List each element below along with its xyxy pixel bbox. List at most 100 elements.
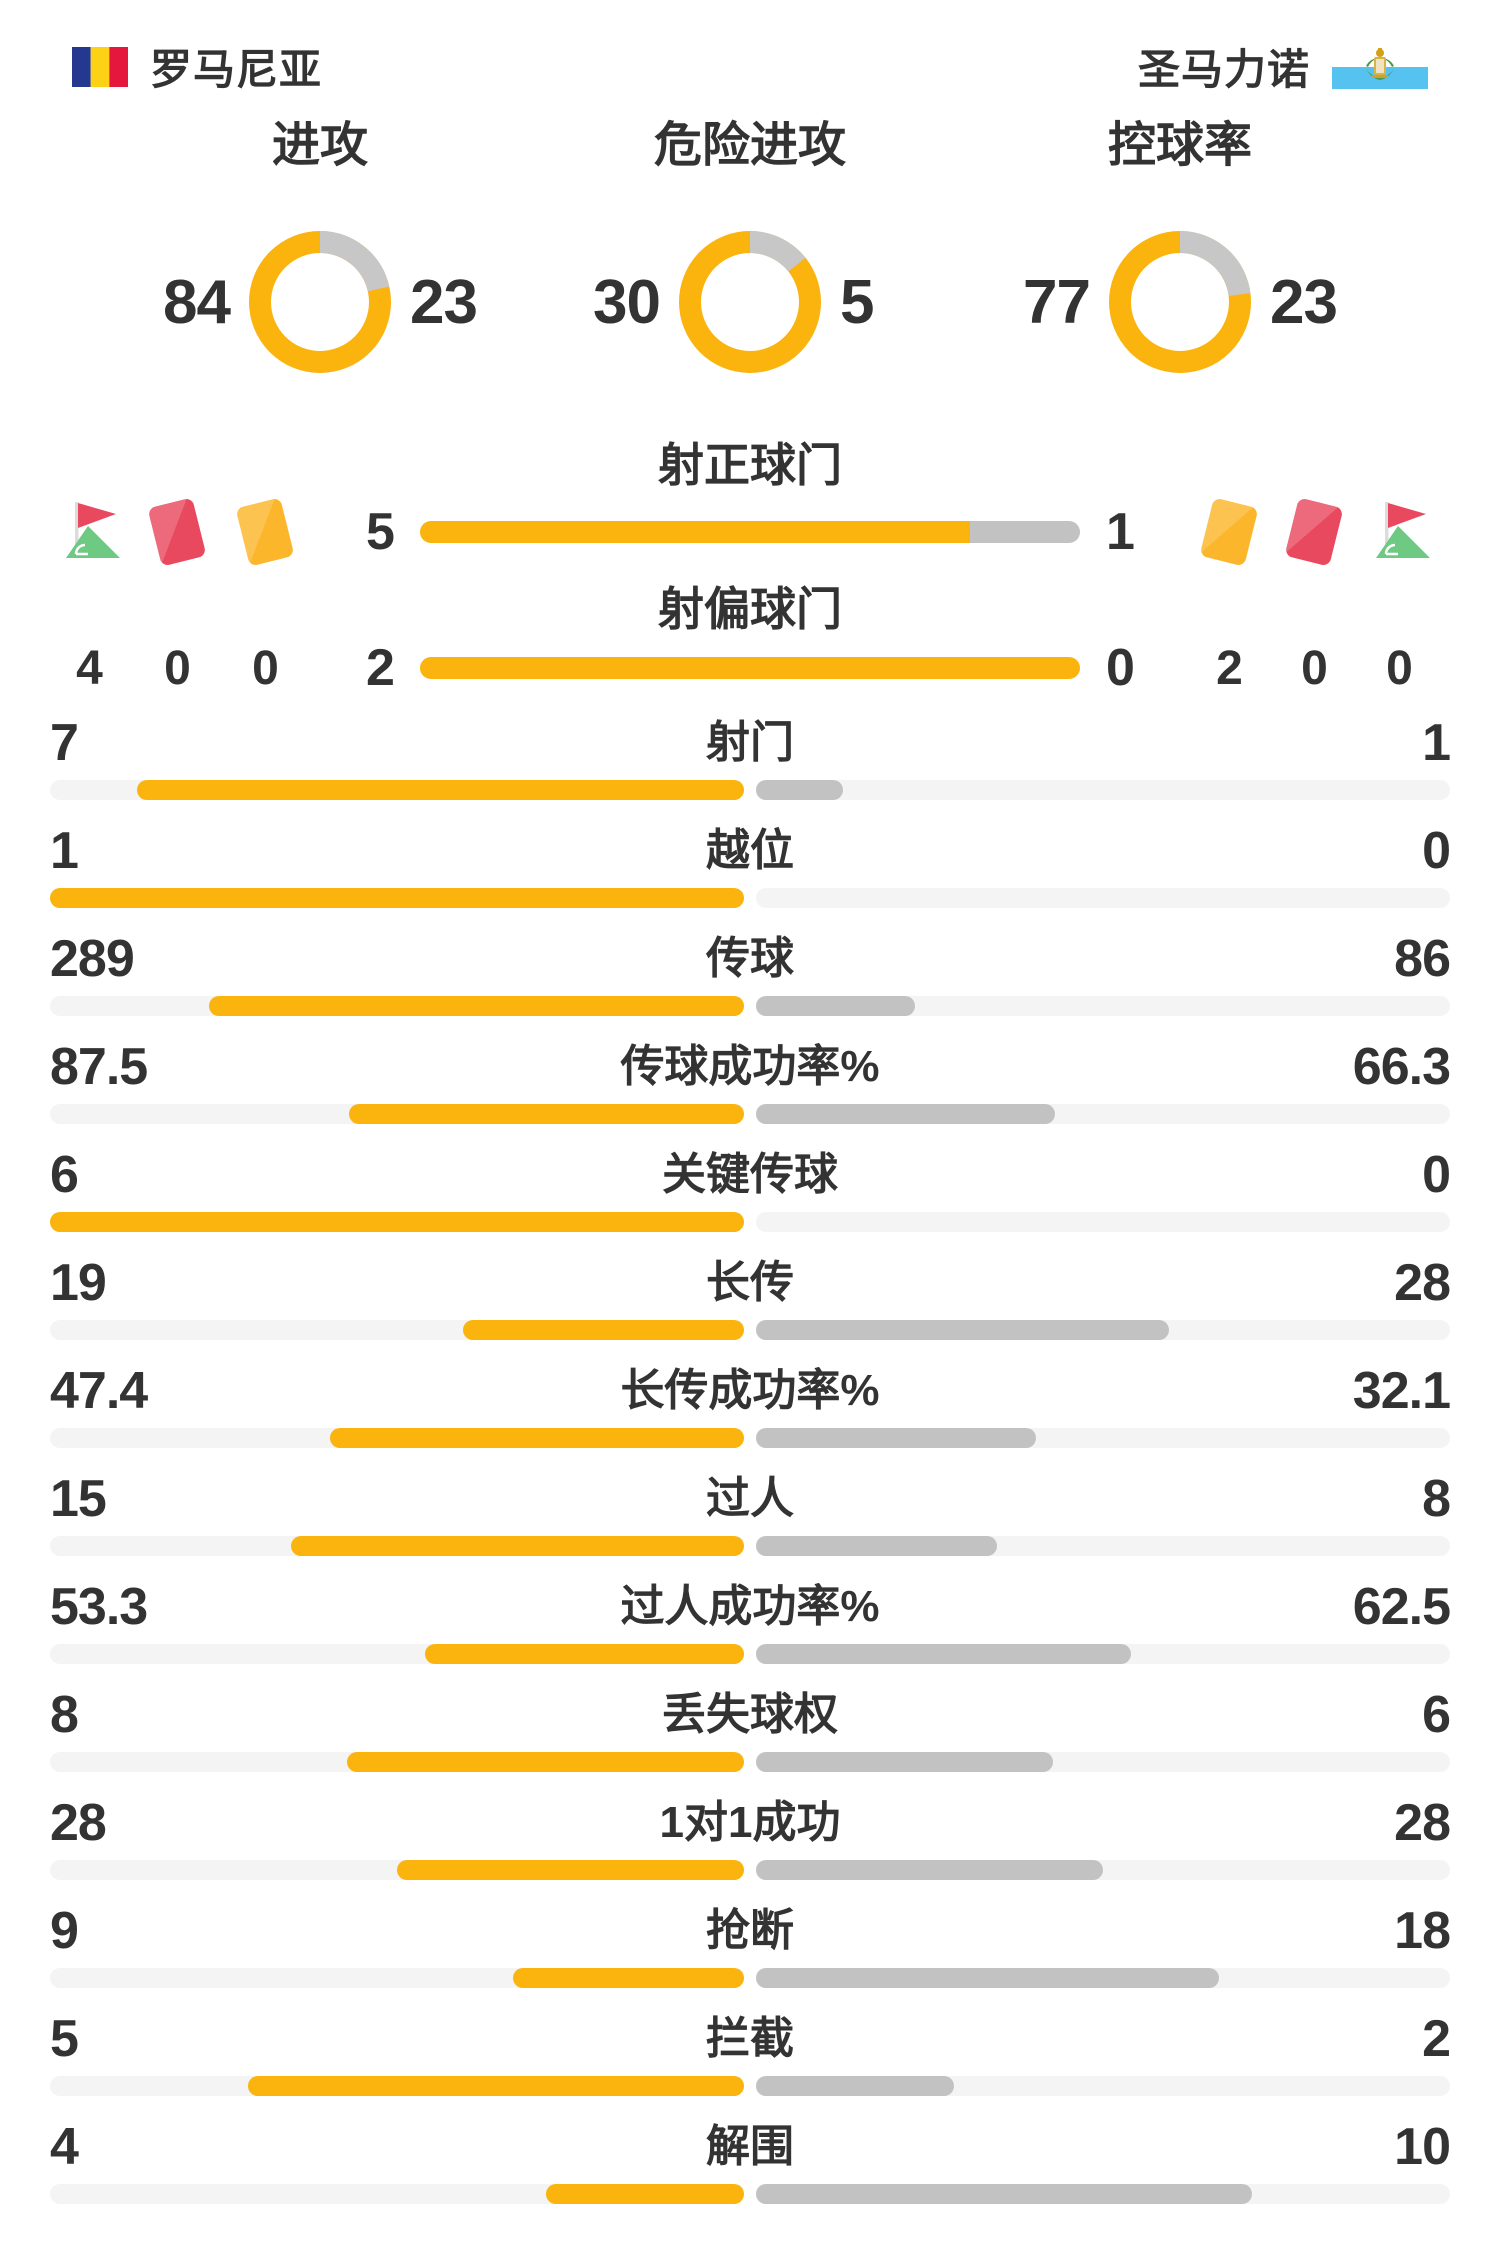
away-track-half (756, 888, 1450, 908)
stat-away-value: 62.5 (1352, 1578, 1451, 1636)
home-track-half (50, 1968, 744, 1988)
yellow-card-icon (1198, 497, 1260, 567)
away-bar-fill (756, 1536, 998, 1556)
stat-away-value: 28 (1394, 1254, 1451, 1312)
home-track-half (50, 780, 744, 800)
stat-label: 过人成功率% (620, 1582, 880, 1631)
donut-label: 危险进攻 (653, 119, 846, 172)
home-bar-fill (330, 1428, 744, 1448)
donut-home-value: 30 (593, 267, 661, 337)
home-bar-fill (463, 1320, 744, 1340)
away-track-half (756, 1104, 1450, 1124)
stat-line: 47.4 长传成功率% 32.1 (50, 1360, 1451, 1422)
shots-section: 射正球门 5 1 (0, 436, 1500, 697)
stat-label: 拦截 (706, 2014, 794, 2063)
stat-home-value: 6 (50, 1146, 79, 1204)
stat-home-value: 53.3 (50, 1578, 148, 1636)
stat-bar-track (50, 1320, 1450, 1340)
donut-chart: 危险进攻 30 5 (535, 118, 965, 376)
away-bar-fill (756, 2076, 955, 2096)
away-track-half (756, 1860, 1450, 1880)
stat-row: 1 越位 0 (50, 820, 1451, 928)
home-bar-fill (50, 888, 744, 908)
stat-label: 传球成功率% (620, 1042, 880, 1091)
stat-home-value: 87.5 (50, 1038, 148, 1096)
home-bar-fill (512, 1968, 744, 1988)
away-bar-fill (756, 1320, 1170, 1340)
stat-bar-track (50, 1644, 1450, 1664)
stat-row: 28 1对1成功 28 (50, 1792, 1451, 1900)
stat-bar-track (50, 888, 1450, 908)
stat-row: 4 解围 10 (50, 2116, 1451, 2224)
away-track-half (756, 1536, 1450, 1556)
stat-away-value: 18 (1394, 1902, 1451, 1960)
donut-ring (249, 231, 391, 373)
away-corners-count: 0 (1386, 641, 1413, 695)
away-track-half (756, 780, 1450, 800)
home-bar-fill (209, 996, 744, 1016)
home-bar-fill (424, 1644, 744, 1664)
stat-bar-track (50, 1752, 1450, 1772)
away-bar-fill (756, 1968, 1219, 1988)
home-bar-fill (291, 1536, 744, 1556)
stat-away-value: 32.1 (1352, 1362, 1451, 1420)
stat-line: 5 拦截 2 (50, 2008, 1451, 2070)
away-discipline-counts: 2 0 0 (1160, 641, 1450, 696)
away-team: 圣马力诺 (1138, 36, 1428, 97)
home-discipline-counts: 4 0 0 (50, 641, 340, 696)
stat-away-value: 1 (1422, 714, 1451, 772)
stat-away-value: 8 (1422, 1470, 1451, 1528)
home-bar-segment (420, 521, 970, 543)
san-marino-flag-icon (1332, 44, 1428, 89)
stat-row: 5 拦截 2 (50, 2008, 1451, 2116)
shots-on-target-away-value: 1 (1106, 503, 1135, 561)
stat-away-value: 2 (1422, 2010, 1451, 2068)
stat-line: 53.3 过人成功率% 62.5 (50, 1576, 1451, 1638)
away-track-half (756, 1320, 1450, 1340)
donut-ring (1109, 231, 1251, 373)
home-track-half (50, 1536, 744, 1556)
donut-away-value: 23 (1270, 267, 1338, 337)
stat-line: 1 越位 0 (50, 820, 1451, 882)
shots-off-target-row: 4 0 0 2 0 2 0 0 (50, 638, 1450, 697)
donut-values-row: 84 23 (144, 228, 496, 376)
home-track-half (50, 2076, 744, 2096)
home-bar-fill (50, 1212, 744, 1232)
away-discipline-icons (1160, 497, 1450, 567)
stat-row: 6 关键传球 0 (50, 1144, 1451, 1252)
stat-row: 47.4 长传成功率% 32.1 (50, 1360, 1451, 1468)
stat-line: 9 抢断 18 (50, 1900, 1451, 1962)
stat-label: 1对1成功 (659, 1798, 841, 1847)
stat-away-value: 66.3 (1352, 1038, 1451, 1096)
stat-away-value: 0 (1422, 1146, 1451, 1204)
stat-label: 射门 (706, 718, 794, 767)
donut-home-value: 77 (1023, 267, 1091, 337)
stat-home-value: 28 (50, 1794, 107, 1852)
shots-off-target-bar (420, 657, 1080, 679)
away-bar-fill (756, 1860, 1103, 1880)
stat-label: 长传成功率% (620, 1366, 880, 1415)
donut-label: 进攻 (271, 119, 368, 172)
home-track-half (50, 1104, 744, 1124)
home-bar-fill (248, 2076, 744, 2096)
donut-away-value: 23 (410, 267, 478, 337)
stat-bar-track (50, 996, 1450, 1016)
stat-home-value: 8 (50, 1686, 79, 1744)
away-track-half (756, 996, 1450, 1016)
stat-bar-track (50, 780, 1450, 800)
away-red-cards-count: 0 (1301, 641, 1328, 695)
home-bar-fill (136, 780, 744, 800)
home-track-half (50, 1860, 744, 1880)
corner-flag-icon (58, 499, 120, 565)
away-track-half (756, 2076, 1450, 2096)
stat-home-value: 5 (50, 2010, 79, 2068)
home-team: 罗马尼亚 (72, 36, 322, 97)
shots-on-target-title: 射正球门 (658, 439, 842, 491)
stat-line: 8 丢失球权 6 (50, 1684, 1451, 1746)
away-track-half (756, 1212, 1450, 1232)
stat-label: 越位 (706, 826, 794, 875)
shots-off-target-title: 射偏球门 (658, 583, 842, 635)
away-bar-fill (756, 780, 843, 800)
stat-bar-track (50, 1536, 1450, 1556)
home-track-half (50, 996, 744, 1016)
